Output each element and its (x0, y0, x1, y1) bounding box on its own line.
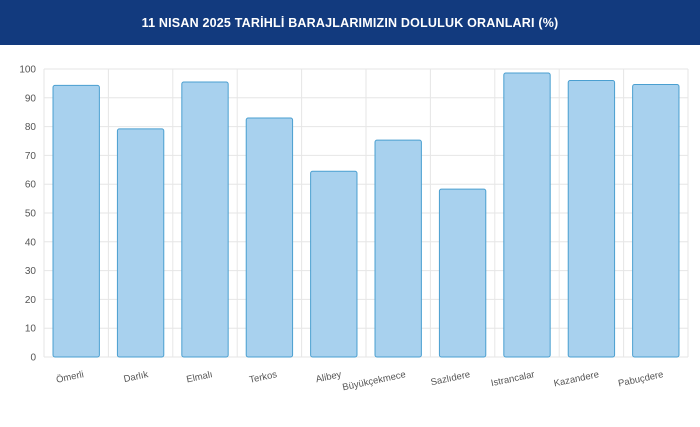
x-tick-label: Pabuçdere (617, 369, 664, 389)
x-tick-label: Darlık (123, 369, 150, 385)
x-tick-label: Ömerli (55, 369, 85, 386)
x-tick-label: Elmalı (186, 369, 214, 385)
x-tick-label: Istrancalar (490, 369, 536, 389)
x-tick-label: Sazlıdere (430, 369, 472, 388)
chart-header: 11 NISAN 2025 TARİHLİ BARAJLARIMIZIN DOL… (0, 0, 700, 45)
y-tick-label: 20 (25, 295, 37, 306)
x-axis-labels: Ömerli Darlık Elmalı Terkos Alibey Büyükçekme… (55, 369, 664, 393)
bar-sazlıdere (438, 188, 487, 358)
bar-darlık (116, 128, 165, 358)
bar-istrancalar (503, 72, 551, 358)
y-tick-label: 0 (30, 353, 36, 364)
y-tick-label: 50 (25, 209, 37, 220)
y-tick-label: 80 (25, 122, 37, 133)
bar-terkos (245, 117, 294, 358)
bar-elmalı (181, 81, 229, 358)
x-tick-label: Alibey (315, 369, 343, 385)
y-tick-label: 100 (19, 65, 36, 76)
y-tick-label: 10 (25, 324, 37, 335)
bar-pabuçdere (632, 84, 680, 358)
y-tick-label: 90 (25, 93, 37, 104)
bar-kazandere (567, 80, 616, 358)
x-tick-label: Büyükçekmece (342, 369, 407, 393)
y-axis-ticks: 0 10 20 30 40 50 60 70 80 90 100 (19, 65, 36, 364)
bar-ömerli (52, 84, 100, 358)
y-tick-label: 60 (25, 180, 37, 191)
bar-büyükçekmece (374, 139, 422, 358)
bar-chart: 0 10 20 30 40 50 60 70 80 90 100 Ömerli Darlık Elmal… (19, 65, 689, 393)
x-tick-label: Terkos (248, 369, 278, 386)
bars (52, 72, 680, 358)
x-tick-label: Kazandere (553, 369, 600, 389)
y-tick-label: 30 (25, 266, 37, 277)
y-tick-label: 40 (25, 237, 37, 248)
y-tick-label: 70 (25, 151, 37, 162)
bar-alibey (310, 170, 358, 358)
chart-title: 11 NISAN 2025 TARİHLİ BARAJLARIMIZIN DOL… (141, 15, 559, 30)
